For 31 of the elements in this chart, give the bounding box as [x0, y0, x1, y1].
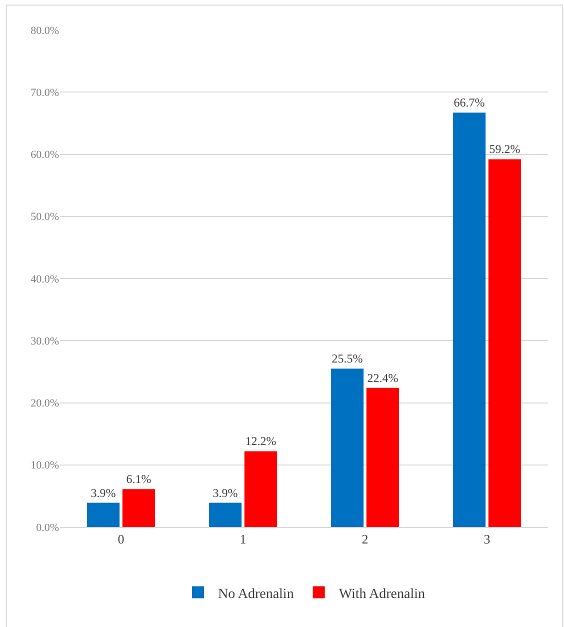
bar	[122, 489, 155, 527]
bar	[453, 112, 486, 527]
y-tick-label: 30.0%	[30, 335, 59, 348]
data-label: 59.2%	[489, 142, 520, 156]
data-label: 22.4%	[367, 370, 398, 385]
legend-label: With Adrenalin	[338, 586, 425, 602]
y-tick-label: 10.0%	[30, 460, 59, 472]
y-tick-label: 40.0%	[30, 273, 59, 286]
y-tick-label: 50.0%	[30, 211, 59, 224]
legend-label: No Adrenalin	[218, 586, 294, 602]
y-tick-label: 60.0%	[30, 149, 59, 162]
bar	[488, 159, 521, 527]
y-tick-label: 0.0%	[36, 522, 59, 534]
y-tick-label: 70.0%	[30, 86, 59, 99]
x-tick-label: 0	[118, 532, 124, 547]
x-tick-label: 3	[484, 532, 490, 547]
data-label: 66.7%	[454, 96, 485, 110]
data-label: 25.5%	[332, 352, 363, 366]
bar	[244, 451, 277, 527]
data-label: 6.1%	[126, 472, 152, 486]
x-tick-label: 2	[362, 532, 368, 547]
data-label: 12.2%	[245, 434, 276, 448]
x-tick-label: 1	[240, 532, 246, 547]
bar	[87, 502, 120, 527]
bar	[209, 502, 242, 527]
y-tick-label: 80.0%	[30, 24, 59, 37]
data-label: 3.9%	[90, 486, 116, 500]
bar	[331, 368, 364, 527]
y-tick-label: 20.0%	[30, 398, 59, 410]
bar	[366, 388, 399, 527]
data-label: 3.9%	[212, 486, 238, 500]
